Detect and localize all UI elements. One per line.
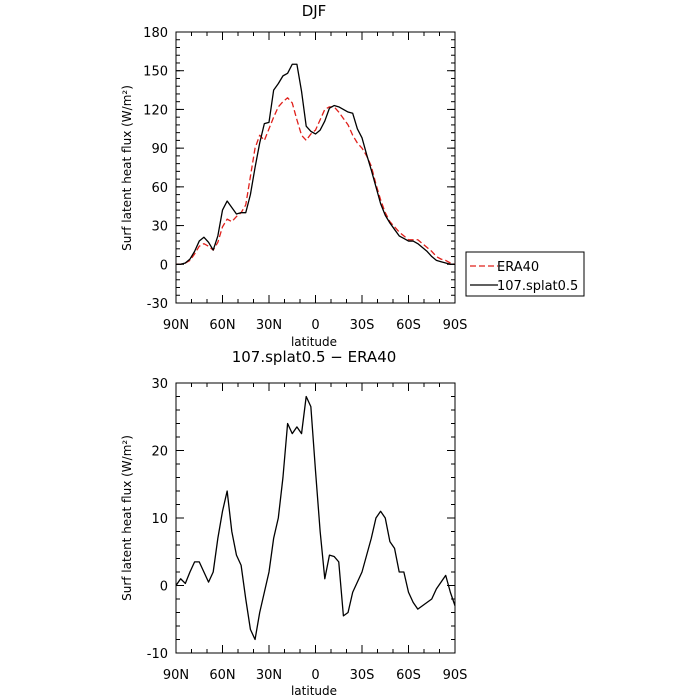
x-axis: 90N 60N 30N 0 30S 60S 90S: [163, 32, 468, 333]
series-line-107-splat0-5: [176, 63, 455, 265]
x-tick-label: 0: [311, 318, 319, 333]
y-tick-label: 120: [143, 103, 168, 118]
x-tick-label: 30S: [350, 668, 375, 683]
x-tick-label: 30N: [256, 668, 282, 683]
x-tick-label: 60N: [209, 318, 235, 333]
x-tick-label: 90N: [163, 318, 189, 333]
y-tick-label: 30: [151, 220, 168, 235]
plot-series: [175, 395, 456, 641]
plot-series: [176, 63, 456, 265]
panel-bottom-difference: 107.splat0.5 − ERA40 -10 0 10 20 30 90N 60N 30…: [120, 348, 467, 698]
y-axis-title: Surf latent heat flux (W/m²): [120, 85, 134, 251]
y-tick-label: 10: [151, 512, 168, 527]
y-tick-label: -10: [147, 647, 168, 662]
legend: ERA40 107.splat0.5: [465, 251, 585, 297]
y-tick-label: 150: [143, 65, 168, 80]
x-axis-title: latitude: [291, 684, 337, 698]
legend-label-era40: ERA40: [497, 260, 539, 275]
x-tick-label: 90S: [443, 318, 468, 333]
y-axis: -30 0 30 60 90 120 150 180: [143, 26, 455, 312]
y-axis-title: Surf latent heat flux (W/m²): [120, 435, 134, 601]
panel-top-djf: DJF -30 0 30 60 90 120 150 180 90N 60N 30N 0 30S 60S…: [120, 2, 585, 349]
y-tick-label: 60: [151, 181, 168, 196]
y-axis: -10 0 10 20 30: [147, 377, 455, 662]
y-tick-label: 90: [151, 142, 168, 157]
x-tick-label: 90S: [443, 668, 468, 683]
y-tick-label: 180: [143, 26, 168, 41]
x-tick-label: 60S: [396, 668, 421, 683]
panel-title: 107.splat0.5 − ERA40: [232, 348, 397, 366]
series-line-difference: [175, 395, 456, 641]
y-tick-label: 30: [151, 377, 168, 392]
x-tick-label: 30S: [350, 318, 375, 333]
x-tick-label: 60N: [209, 668, 235, 683]
y-tick-label: -30: [147, 297, 168, 312]
plot-frame: [175, 31, 456, 304]
x-tick-label: 30N: [256, 318, 282, 333]
y-tick-label: 0: [160, 258, 168, 273]
y-tick-label: 0: [160, 580, 168, 595]
x-tick-label: 0: [311, 668, 319, 683]
series-line-era40: [176, 97, 456, 265]
legend-box: [465, 251, 585, 297]
plot-frame: [175, 382, 456, 654]
x-axis-title: latitude: [291, 335, 337, 349]
y-tick-label: 20: [151, 445, 168, 460]
x-tick-label: 60S: [396, 318, 421, 333]
panel-title: DJF: [302, 2, 327, 20]
x-tick-label: 90N: [163, 668, 189, 683]
legend-label-107-splat0-5: 107.splat0.5: [497, 279, 578, 294]
x-axis: 90N 60N 30N 0 30S 60S 90S: [163, 383, 468, 683]
